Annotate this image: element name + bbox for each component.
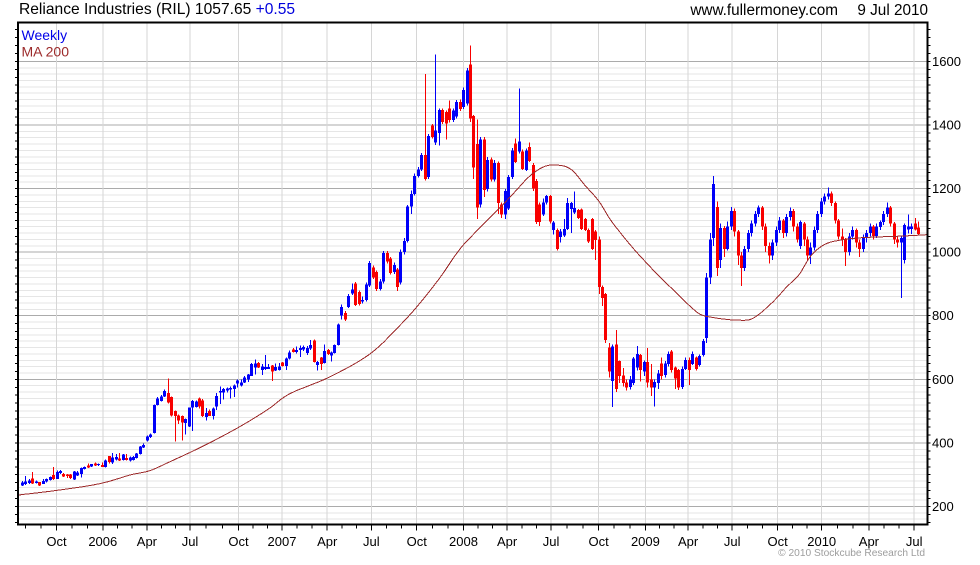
svg-text:800: 800 — [932, 308, 954, 323]
svg-text:600: 600 — [932, 372, 954, 387]
svg-text:Oct: Oct — [588, 534, 609, 549]
svg-text:Oct: Oct — [46, 534, 67, 549]
svg-text:1400: 1400 — [932, 118, 961, 133]
svg-text:Weekly: Weekly — [22, 27, 68, 43]
svg-text:200: 200 — [932, 499, 954, 514]
svg-text:Apr: Apr — [317, 534, 338, 549]
svg-text:Oct: Oct — [228, 534, 249, 549]
svg-text:MA 200: MA 200 — [22, 44, 70, 60]
svg-text:www.fullermoney.com: www.fullermoney.com — [689, 2, 838, 19]
svg-text:400: 400 — [932, 435, 954, 450]
svg-text:2009: 2009 — [631, 534, 660, 549]
svg-text:Apr: Apr — [678, 534, 699, 549]
svg-text:Jul: Jul — [543, 534, 560, 549]
svg-text:Apr: Apr — [497, 534, 518, 549]
svg-text:9 Jul 2010: 9 Jul 2010 — [857, 2, 928, 19]
svg-text:Apr: Apr — [859, 534, 880, 549]
svg-text:2008: 2008 — [449, 534, 478, 549]
svg-text:Jul: Jul — [363, 534, 380, 549]
svg-text:1200: 1200 — [932, 181, 961, 196]
svg-text:2007: 2007 — [268, 534, 297, 549]
svg-text:2010: 2010 — [807, 534, 836, 549]
svg-text:1000: 1000 — [932, 245, 961, 260]
svg-text:1600: 1600 — [932, 54, 961, 69]
svg-text:Reliance Industries (RIL) 1057: Reliance Industries (RIL) 1057.65 +0.55 — [19, 1, 295, 18]
svg-text:Apr: Apr — [137, 534, 158, 549]
svg-text:Jul: Jul — [724, 534, 741, 549]
svg-text:Jul: Jul — [182, 534, 199, 549]
svg-text:© 2010 Stockcube Research Ltd: © 2010 Stockcube Research Ltd — [778, 548, 925, 559]
svg-text:Jul: Jul — [906, 534, 923, 549]
svg-text:2006: 2006 — [88, 534, 117, 549]
svg-text:Oct: Oct — [767, 534, 788, 549]
svg-text:Oct: Oct — [407, 534, 428, 549]
